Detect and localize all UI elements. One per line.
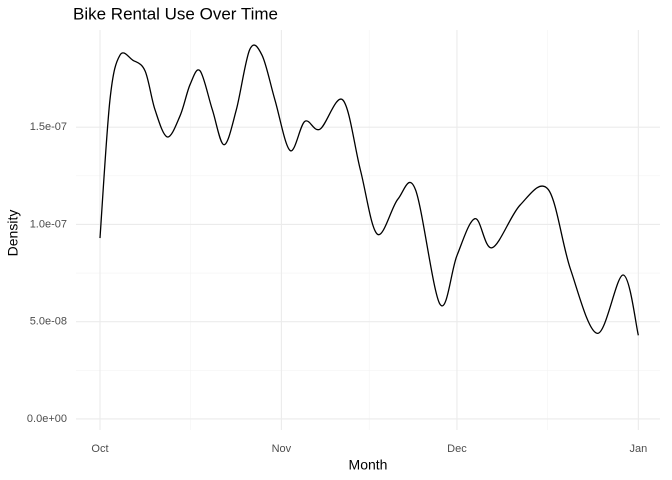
x-axis-label: Month <box>349 457 388 473</box>
x-tick-label: Dec <box>447 443 467 455</box>
x-tick-label: Oct <box>91 443 108 455</box>
y-tick-label: 0.0e+00 <box>27 413 67 425</box>
y-tick-label: 1.5e-07 <box>30 121 67 133</box>
y-tick-label: 5.0e-08 <box>30 316 67 328</box>
x-tick-label: Jan <box>629 443 647 455</box>
y-axis-label: Density <box>5 210 21 257</box>
x-tick-label: Nov <box>272 443 292 455</box>
y-tick-label: 1.0e-07 <box>30 218 67 230</box>
density-line <box>99 44 639 336</box>
plot <box>99 44 639 336</box>
chart-title: Bike Rental Use Over Time <box>73 4 278 23</box>
grid <box>76 30 660 430</box>
